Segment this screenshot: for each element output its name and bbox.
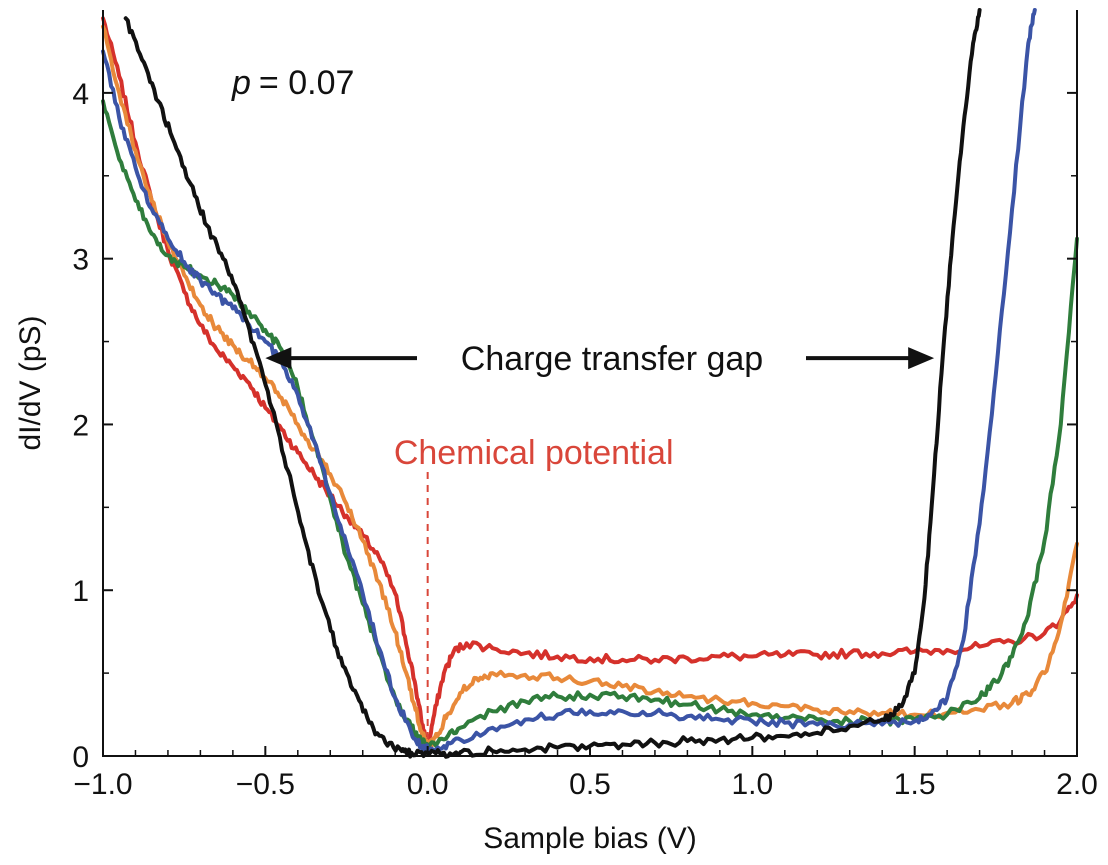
x-tick-label: 0.0 [407,768,449,801]
x-tick-label: 1.0 [731,768,773,801]
x-tick-label: 0.5 [569,768,611,801]
doping-value: = 0.07 [259,64,354,102]
x-ticks: −1.0 −0.5 0.0 0.5 1.0 1.5 2.0 [73,746,1098,801]
gap-label: Charge transfer gap [461,340,763,378]
gap-label-background [425,332,800,383]
y-tick-label: 2 [72,409,89,442]
chemical-potential-label: Chemical potential [394,434,674,472]
series-blue-line [101,8,1037,754]
x-tick-label: 2.0 [1056,768,1098,801]
y-tick-label: 0 [72,741,89,774]
x-tick-label: 1.5 [894,768,936,801]
y-tick-label: 1 [72,575,89,608]
y-tick-label: 4 [72,78,89,111]
y-axis-label: dI/dV (pS) [14,315,47,450]
series-orange-line [101,24,1079,750]
axes-layer: −1.0 −0.5 0.0 0.5 1.0 1.5 2.0 0 1 2 3 4 Sample bia… [14,10,1098,855]
gap-arrow-right-head [908,347,935,370]
series-red-line [101,16,1079,750]
y-ticks: 0 1 2 3 4 [72,78,1077,774]
x-axis-label: Sample bias (V) [483,822,696,855]
annotation-layer: Chemical potential Charge transfer gap p… [231,64,935,745]
x-tick-label: −0.5 [236,768,295,801]
x-tick-label: −1.0 [73,768,132,801]
doping-label: p = 0.07 [231,64,354,102]
doping-variable: p [231,64,251,102]
gap-arrow-left-head [265,347,292,370]
y-tick-label: 3 [72,244,89,277]
